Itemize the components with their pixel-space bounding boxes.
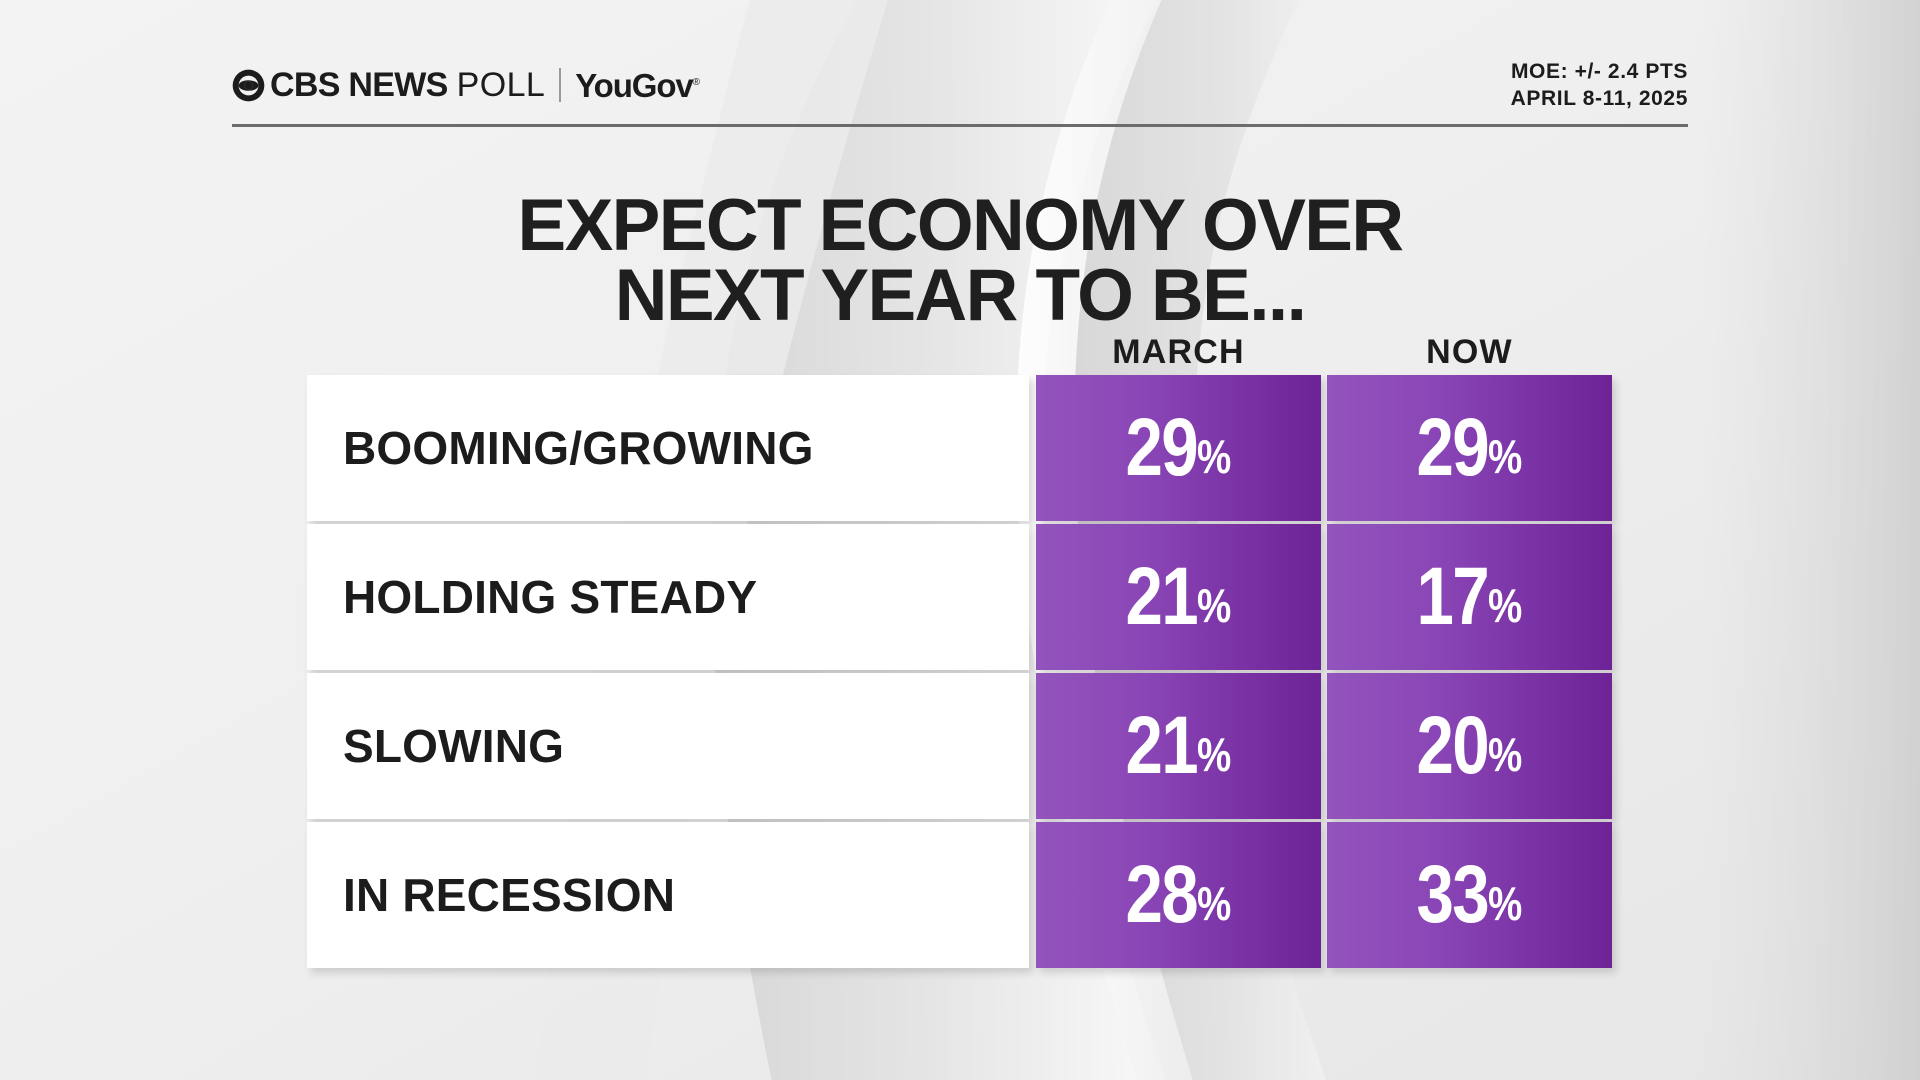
- registered-mark-icon: ®: [692, 76, 701, 88]
- row-label-text: BOOMING/GROWING: [343, 422, 814, 474]
- field-dates: APRIL 8-11, 2025: [1510, 87, 1688, 111]
- row-label-box: HOLDING STEADY: [307, 524, 1029, 670]
- value-cell-now: 20%: [1327, 673, 1612, 819]
- value-number: 28: [1126, 849, 1199, 940]
- value-number: 33: [1417, 849, 1490, 940]
- percent-sign: %: [1197, 430, 1232, 483]
- value-cell-march: 21%: [1036, 673, 1321, 819]
- cbs-news-poll-yougov-logo: CBS NEWS POLL YouGov®: [232, 62, 700, 108]
- value-text: 33%: [1417, 854, 1523, 936]
- methodology-block: MOE: +/- 2.4 PTS APRIL 8-11, 2025: [1511, 58, 1688, 113]
- table-row: HOLDING STEADY 21% 17%: [307, 524, 1612, 670]
- logo-yougov-text: YouGov: [575, 66, 694, 104]
- page-title-line-2: NEXT YEAR TO BE...: [614, 254, 1307, 336]
- percent-sign: %: [1197, 579, 1232, 632]
- table-row: IN RECESSION 28% 33%: [307, 822, 1612, 968]
- logo-divider: [559, 68, 562, 102]
- table-row: BOOMING/GROWING 29% 29%: [307, 375, 1612, 521]
- row-label-text: HOLDING STEADY: [343, 571, 758, 623]
- margin-of-error: MOE: +/- 2.4 PTS: [1510, 60, 1688, 83]
- column-header-row: MARCH NOW: [307, 320, 1612, 372]
- column-header-march: MARCH: [1112, 333, 1245, 371]
- value-number: 17: [1417, 551, 1490, 642]
- percent-sign: %: [1197, 877, 1232, 930]
- value-cell-now: 17%: [1327, 524, 1612, 670]
- value-text: 21%: [1126, 556, 1232, 638]
- value-number: 20: [1417, 700, 1490, 791]
- value-cell-march: 28%: [1036, 822, 1321, 968]
- percent-sign: %: [1197, 728, 1232, 781]
- percent-sign: %: [1488, 579, 1523, 632]
- value-number: 29: [1417, 402, 1490, 493]
- value-number: 21: [1126, 551, 1199, 642]
- percent-sign: %: [1488, 430, 1523, 483]
- value-number: 21: [1126, 700, 1199, 791]
- logo-poll: POLL: [456, 66, 546, 104]
- cbs-eye-icon: [232, 69, 265, 101]
- page-title-line-1: EXPECT ECONOMY OVER: [517, 184, 1405, 266]
- column-header-now: NOW: [1426, 333, 1513, 371]
- logo-yougov: YouGov®: [575, 69, 700, 102]
- value-cell-now: 33%: [1327, 822, 1612, 968]
- value-text: 29%: [1126, 407, 1232, 489]
- value-number: 29: [1126, 402, 1199, 493]
- value-text: 21%: [1126, 705, 1232, 787]
- value-text: 20%: [1417, 705, 1523, 787]
- row-label-text: IN RECESSION: [343, 869, 676, 921]
- results-table: MARCH NOW BOOMING/GROWING 29% 29% HOLDIN…: [307, 320, 1612, 971]
- logo-cbs-news: CBS NEWS: [270, 66, 448, 104]
- percent-sign: %: [1488, 728, 1523, 781]
- value-text: 28%: [1126, 854, 1232, 936]
- value-cell-march: 29%: [1036, 375, 1321, 521]
- value-cell-march: 21%: [1036, 524, 1321, 670]
- page-title: EXPECT ECONOMY OVER NEXT YEAR TO BE...: [0, 184, 1920, 336]
- value-text: 29%: [1417, 407, 1523, 489]
- header: CBS NEWS POLL YouGov® MOE: +/- 2.4 PTS A…: [0, 0, 1920, 140]
- row-label-box: BOOMING/GROWING: [307, 375, 1029, 521]
- header-divider: [232, 124, 1688, 127]
- row-label-text: SLOWING: [343, 720, 565, 772]
- row-label-box: SLOWING: [307, 673, 1029, 819]
- percent-sign: %: [1488, 877, 1523, 930]
- value-cell-now: 29%: [1327, 375, 1612, 521]
- value-text: 17%: [1417, 556, 1523, 638]
- row-label-box: IN RECESSION: [307, 822, 1029, 968]
- table-row: SLOWING 21% 20%: [307, 673, 1612, 819]
